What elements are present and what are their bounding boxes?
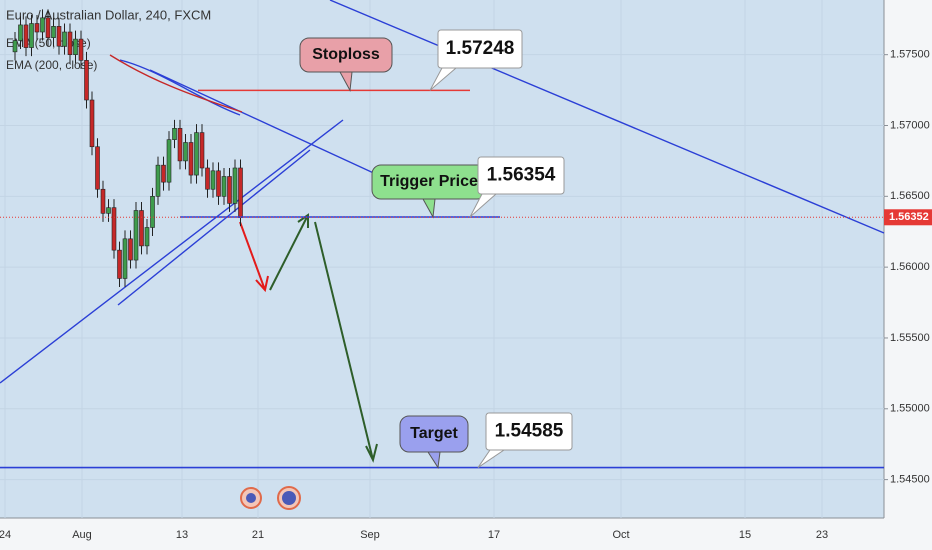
candle-body [155, 164, 161, 197]
level-value-box [477, 156, 565, 195]
event-icon [282, 491, 296, 505]
candle-body [139, 210, 144, 247]
y-tick-label: 1.56500 [890, 190, 930, 202]
level-value-box [485, 412, 573, 451]
level-value: 1.54585 [495, 421, 564, 442]
y-tick-label: 1.56000 [890, 261, 930, 273]
candle-body [56, 26, 62, 47]
x-tick-label: Aug [72, 529, 92, 541]
arrow [239, 221, 269, 293]
y-tick-label: 1.55500 [890, 332, 930, 344]
candle-body [238, 167, 243, 218]
candle-body [144, 227, 150, 247]
level-value: 1.56354 [487, 165, 556, 186]
candle-body [150, 196, 155, 228]
candle-body [84, 60, 89, 101]
x-tick-label: 15 [739, 529, 751, 541]
candle-body [183, 142, 188, 162]
candle-body [51, 26, 56, 38]
ema-50 [119, 59, 241, 116]
candle-body [117, 249, 122, 279]
y-tick-label: 1.55000 [890, 403, 930, 415]
x-tick-label: Oct [612, 529, 629, 541]
arrow [314, 221, 378, 463]
candle-body [78, 38, 84, 61]
candle-body [62, 31, 67, 47]
trendline [0, 119, 344, 384]
candle-body [172, 128, 177, 140]
candle-body [18, 24, 23, 41]
x-tick-label: 13 [176, 529, 188, 541]
grid [0, 0, 884, 518]
trendline [149, 69, 405, 188]
x-tick-label: 21 [252, 529, 264, 541]
level-value-box [437, 29, 523, 69]
candle-body [133, 210, 139, 261]
x-tick-label: 24 [0, 529, 11, 541]
candle-body [100, 188, 106, 214]
candle-body [34, 23, 40, 33]
last-price-box [884, 209, 932, 226]
x-tick-label: 23 [816, 529, 828, 541]
candle-body [29, 23, 34, 48]
candle-body [45, 17, 51, 38]
candle-body [205, 167, 210, 190]
candle-body [40, 17, 45, 33]
last-price-label: 1.56352 [889, 211, 929, 223]
candle-body [67, 31, 73, 55]
candle-body [221, 176, 227, 197]
level-value: 1.57248 [446, 38, 515, 59]
level-name-box [299, 37, 393, 73]
level-name: Stoploss [312, 46, 380, 63]
candle-body [177, 128, 183, 162]
trendline [117, 149, 311, 306]
indicator-label: EMA (200, close) [6, 58, 97, 72]
candle-body [161, 164, 166, 183]
candle-body [12, 40, 18, 53]
candle-body [122, 238, 128, 279]
chart-title: Euro / Australian Dollar, 240, FXCM [6, 7, 211, 22]
candle-body [227, 176, 232, 204]
candle-body [199, 132, 205, 169]
candle-body [73, 38, 78, 55]
ema-200 [109, 54, 243, 113]
candle-body [111, 207, 117, 251]
y-tick-label: 1.54500 [890, 474, 930, 486]
level-name-box [399, 415, 469, 453]
candle-body [210, 170, 216, 190]
candle-body [194, 132, 199, 176]
candle-body [232, 167, 238, 204]
price-axis-panel [884, 0, 932, 550]
arrow [269, 213, 309, 291]
candle-body [166, 139, 172, 183]
event-icon [246, 493, 256, 503]
time-axis-panel [0, 518, 884, 550]
candle-body [89, 99, 95, 148]
level-name: Trigger Price [380, 173, 478, 190]
candle-body [106, 207, 111, 214]
x-tick-label: Sep [360, 529, 380, 541]
level-name: Target [410, 425, 458, 442]
y-tick-label: 1.57000 [890, 119, 930, 131]
candle-body [23, 24, 29, 48]
drawings [0, 0, 885, 463]
candle-body [216, 170, 221, 197]
trendline [329, 0, 885, 234]
candle-body [128, 238, 133, 261]
candle-body [188, 142, 194, 176]
x-tick-label: 17 [488, 529, 500, 541]
y-tick-label: 1.57500 [890, 49, 930, 61]
candle-body [95, 146, 100, 190]
event-icons [240, 486, 301, 510]
